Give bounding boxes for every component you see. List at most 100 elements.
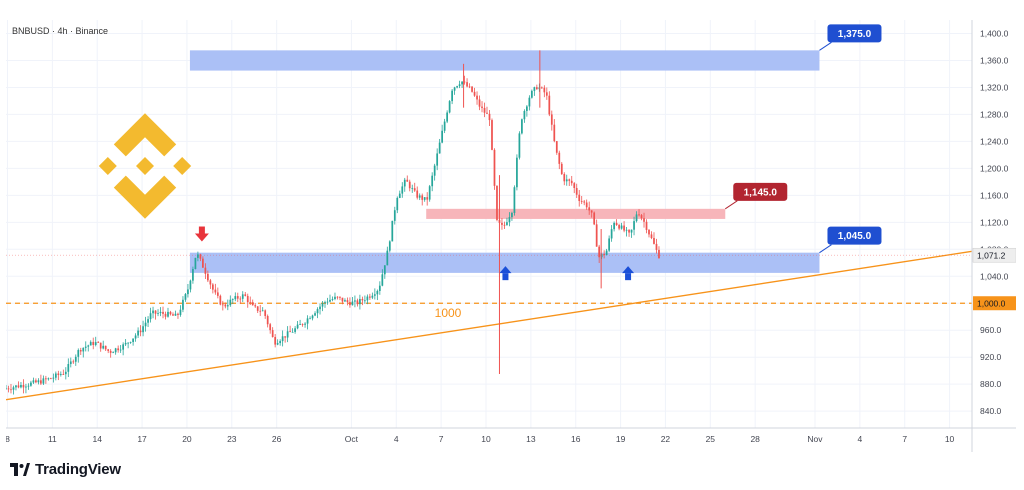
y-tick-label: 1,400.0 <box>980 28 1009 38</box>
candle-body <box>256 306 259 311</box>
x-tick-label: 13 <box>526 434 536 444</box>
candle-body <box>630 229 633 233</box>
candle-body <box>142 326 144 333</box>
candle-body <box>346 300 349 303</box>
candle-body <box>468 86 471 88</box>
candle-body <box>20 384 22 388</box>
candle-body <box>351 301 354 306</box>
candle-body <box>543 87 546 93</box>
candle-body <box>251 302 254 306</box>
candle-body <box>481 106 483 108</box>
candle-body <box>431 175 434 187</box>
candle-body <box>45 378 47 380</box>
candle-body <box>144 322 147 327</box>
candle-body <box>383 265 386 275</box>
candle-body <box>22 384 25 388</box>
x-tick-label: 25 <box>706 434 716 444</box>
current-price-label: 1,071.2 <box>977 251 1006 261</box>
candle-body <box>279 341 282 344</box>
candle-body <box>231 299 234 300</box>
candle-body <box>12 387 15 390</box>
candle-body <box>202 258 204 268</box>
y-axis: 840.0880.0920.0960.01,000.01,040.01,080.… <box>971 20 1017 452</box>
logo-top-chevron <box>113 113 177 157</box>
logo-right <box>173 157 192 175</box>
candle-body <box>40 380 42 384</box>
sell-arrow <box>194 226 209 242</box>
candle-body <box>72 361 75 363</box>
candle-body <box>508 217 511 223</box>
x-tick-label: 8 <box>6 434 10 444</box>
candle-body <box>568 179 571 181</box>
x-tick-label: Nov <box>807 434 823 444</box>
y-tick-label: 880.0 <box>980 379 1002 389</box>
candle-body <box>391 220 394 242</box>
candle-body <box>221 304 224 306</box>
candle-body <box>613 222 615 230</box>
candle-body <box>443 121 446 131</box>
x-tick-label: 7 <box>439 434 444 444</box>
candle-body <box>623 225 625 231</box>
candle-body <box>67 364 70 372</box>
candle-body <box>154 310 157 314</box>
1145-zone-callout-line <box>724 200 738 210</box>
candle-body <box>27 385 30 387</box>
candle-body <box>5 388 7 390</box>
candle-body <box>516 157 518 188</box>
candle-body <box>87 345 90 347</box>
candle-body <box>388 241 391 251</box>
candle-body <box>204 267 207 274</box>
candle-body <box>92 341 95 345</box>
candle-body <box>102 345 105 349</box>
candle-body <box>239 298 242 300</box>
candle-body <box>364 300 366 302</box>
candle-body <box>319 306 321 310</box>
candle-body <box>638 214 640 216</box>
symbol-title: BNBUSD · 4h · Binance <box>12 26 109 36</box>
candle-body <box>344 300 346 302</box>
candle-body <box>573 183 576 188</box>
candle-body <box>316 309 319 314</box>
candle-body <box>334 296 336 300</box>
x-tick-label: 17 <box>137 434 147 444</box>
candle-body <box>209 280 212 285</box>
candle-body <box>241 294 244 299</box>
candle-body <box>294 328 296 332</box>
candle-body <box>451 90 453 102</box>
candle-body <box>650 234 653 238</box>
candle-body <box>236 296 239 299</box>
candle-body <box>299 324 301 325</box>
candle-body <box>640 215 643 219</box>
candle-body <box>545 92 548 96</box>
candle-body <box>249 302 252 303</box>
candle-body <box>605 250 608 256</box>
candle-body <box>234 296 237 300</box>
candle-body <box>289 331 291 333</box>
y-tick-label: 1,200.0 <box>980 163 1009 173</box>
chart-area[interactable]: 1000 1,375.0 1,145.0 1,045.0 840.0 880.0 920… <box>5 20 1017 452</box>
candle-body <box>608 238 610 251</box>
candle-body <box>563 174 566 182</box>
price-chart[interactable]: 1000 1,375.0 1,145.0 1,045.0 840.0 880.0 920… <box>5 20 1017 452</box>
y-tick-label: 1,160.0 <box>980 190 1009 200</box>
candle-body <box>513 187 516 213</box>
candle-body <box>575 187 578 195</box>
1375-zone-badge <box>827 24 882 43</box>
x-tick-label: 20 <box>182 434 192 444</box>
candle-body <box>309 318 311 320</box>
buy-arrow-2 <box>622 266 635 281</box>
x-tick-label: 23 <box>227 434 237 444</box>
candle-body <box>486 112 488 114</box>
candle-body <box>336 296 339 298</box>
candle-body <box>129 342 132 343</box>
candle-body <box>416 190 419 198</box>
candle-body <box>37 380 40 383</box>
candle-body <box>339 296 341 298</box>
x-tick-label: 10 <box>945 434 955 444</box>
candle-body <box>356 300 359 305</box>
y-tick-label: 1,320.0 <box>980 82 1009 92</box>
candle-body <box>104 345 107 350</box>
1375-zone-callout-line <box>819 41 832 51</box>
candle-body <box>526 106 528 111</box>
candle-body <box>588 207 591 211</box>
